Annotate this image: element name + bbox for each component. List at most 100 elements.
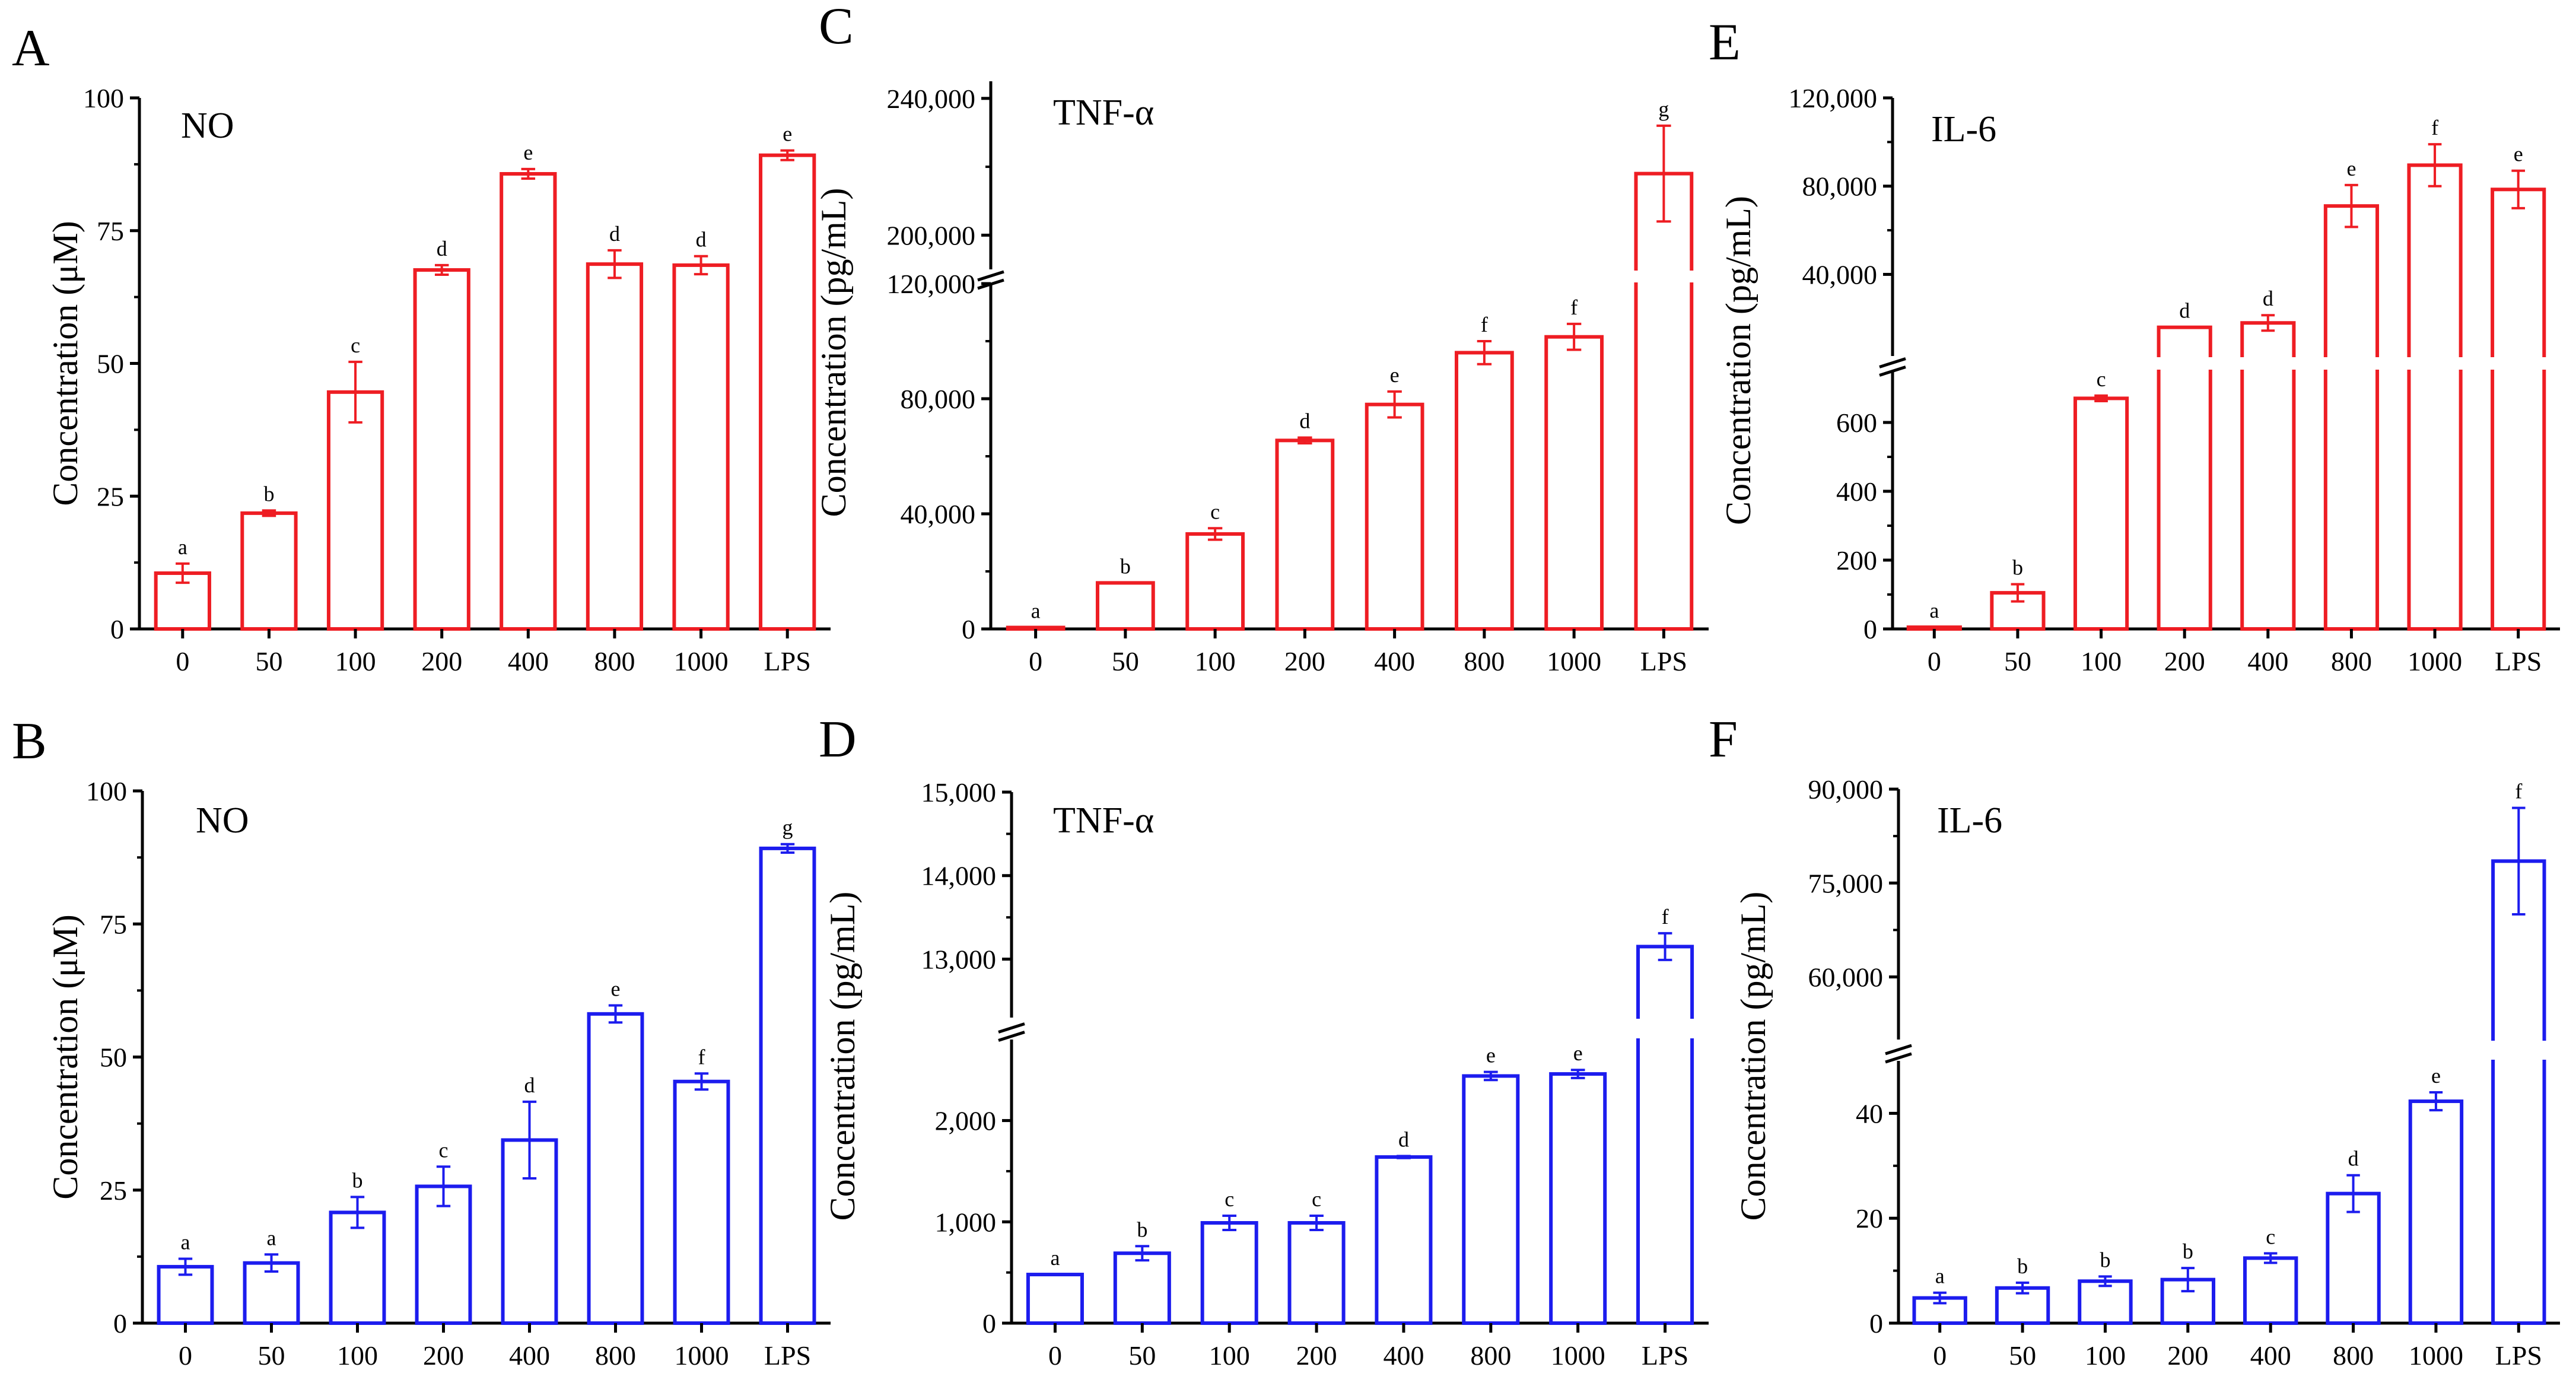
bar bbox=[1275, 438, 1335, 631]
y-tick-label: 120,000 bbox=[887, 269, 976, 299]
significance-letter: b bbox=[1137, 1218, 1147, 1241]
y-tick-label: 400 bbox=[1836, 476, 1877, 507]
y-tick-label: 0 bbox=[110, 614, 124, 644]
x-tick-label: 0 bbox=[1928, 646, 1941, 676]
x-tick-label: 800 bbox=[1464, 646, 1505, 676]
significance-letter: a bbox=[1929, 599, 1939, 622]
axis-break-mark bbox=[1879, 365, 1906, 377]
significance-letter: e bbox=[523, 141, 533, 164]
panel-e: 0 200 400 600 40,000 80,000 120,000 Concentrati… bbox=[1709, 14, 2560, 676]
series-label: NO bbox=[196, 800, 249, 841]
bar-break-gap bbox=[2155, 357, 2214, 370]
y-tick-label: 80,000 bbox=[901, 384, 976, 414]
bar bbox=[1185, 532, 1245, 631]
significance-letter: f bbox=[1481, 313, 1488, 336]
bar bbox=[240, 511, 298, 631]
panel-b: 0 25 50 75 100 Concentration (μM) B NO a 0 a 50 b 100… bbox=[12, 713, 831, 1371]
bar bbox=[2073, 396, 2129, 631]
significance-letter: d bbox=[1398, 1127, 1409, 1151]
axes-c bbox=[977, 81, 1709, 631]
significance-letter: d bbox=[1299, 409, 1310, 433]
significance-letter: g bbox=[1658, 97, 1669, 121]
y-axis-title: Concentration (pg/mL) bbox=[1734, 892, 1773, 1221]
bar bbox=[1636, 945, 1694, 1325]
x-tick-label: 200 bbox=[423, 1340, 464, 1371]
axis-break-mark bbox=[1885, 1044, 1912, 1056]
bar bbox=[1095, 581, 1155, 631]
x-tick-label: 50 bbox=[255, 646, 282, 676]
y-tick-label: 40,000 bbox=[901, 499, 976, 529]
y-tick-label: 75 bbox=[100, 909, 127, 939]
x-tick-label: 0 bbox=[1048, 1340, 1062, 1371]
x-tick-label: 1000 bbox=[1547, 646, 1601, 676]
x-tick-label: 400 bbox=[2247, 646, 2288, 676]
x-tick-label: 100 bbox=[1195, 646, 1236, 676]
significance-letter: d bbox=[696, 228, 707, 252]
significance-letter: d bbox=[2348, 1147, 2359, 1171]
bar bbox=[1026, 1273, 1084, 1325]
y-tick-label: 120,000 bbox=[1789, 83, 1878, 113]
significance-letter: c bbox=[439, 1138, 449, 1162]
bar bbox=[1906, 625, 1962, 631]
significance-letter: c bbox=[351, 333, 360, 357]
significance-letter: c bbox=[1225, 1187, 1234, 1211]
bar-break-gap bbox=[1634, 1019, 1696, 1038]
bar bbox=[1549, 1072, 1607, 1325]
bar bbox=[1375, 1155, 1433, 1325]
bar bbox=[759, 846, 816, 1325]
x-tick-label: 800 bbox=[2331, 646, 2372, 676]
x-tick-label: 1000 bbox=[675, 1340, 729, 1371]
significance-letter: d bbox=[2179, 299, 2190, 323]
y-tick-label: 13,000 bbox=[921, 944, 997, 974]
x-tick-label: 1000 bbox=[2409, 1340, 2463, 1371]
significance-letter: e bbox=[2514, 142, 2523, 166]
significance-letter: c bbox=[2097, 367, 2106, 391]
x-tick-label: 800 bbox=[1470, 1340, 1511, 1371]
x-tick-label: 1000 bbox=[1551, 1340, 1605, 1371]
bar-break-gap bbox=[2405, 357, 2464, 370]
series-label: IL-6 bbox=[1931, 109, 1996, 150]
bar-break-gap bbox=[1632, 271, 1696, 282]
y-axis-title: Concentration (pg/mL) bbox=[1719, 196, 1758, 525]
x-tick-label: 800 bbox=[2333, 1340, 2374, 1371]
significance-letter: d bbox=[437, 237, 447, 260]
y-tick-label: 50 bbox=[100, 1042, 127, 1073]
significance-letter: d bbox=[2263, 287, 2273, 310]
significance-letter: e bbox=[611, 977, 621, 1000]
bar bbox=[587, 1012, 644, 1325]
axes-f bbox=[1885, 789, 2560, 1325]
significance-letter: d bbox=[609, 222, 620, 246]
panel-letter: C bbox=[819, 0, 854, 55]
y-tick-label: 0 bbox=[113, 1308, 127, 1339]
bar bbox=[2157, 325, 2212, 631]
bar bbox=[2078, 1279, 2133, 1326]
y-tick-label: 40,000 bbox=[1802, 259, 1878, 290]
significance-letter: f bbox=[1570, 295, 1578, 319]
bar bbox=[2408, 1099, 2464, 1325]
bar bbox=[586, 262, 644, 631]
x-tick-label: 400 bbox=[2250, 1340, 2291, 1371]
significance-letter: a bbox=[1050, 1246, 1060, 1270]
panel-a: 0 25 50 75 100 Concentration (μM) A NO a 0 b 50 c 100… bbox=[12, 20, 831, 676]
significance-letter: f bbox=[1662, 905, 1669, 929]
y-tick-label: 200 bbox=[1836, 545, 1877, 576]
significance-letter: c bbox=[2266, 1225, 2275, 1248]
y-tick-label: 0 bbox=[1863, 614, 1877, 644]
panel-f: 0 20 40 60,000 75,000 90,000 Concentration (pg… bbox=[1709, 711, 2560, 1371]
significance-letter: b bbox=[263, 482, 274, 506]
significance-letter: b bbox=[2017, 1254, 2028, 1278]
x-tick-label: 800 bbox=[595, 1340, 636, 1371]
axis-break-mark bbox=[998, 1031, 1025, 1042]
significance-letter: e bbox=[2346, 157, 2356, 180]
significance-letter: b bbox=[352, 1168, 363, 1192]
axis-break-mark bbox=[977, 270, 1004, 282]
series-label: IL-6 bbox=[1937, 800, 2002, 841]
bar bbox=[2491, 187, 2546, 631]
series-label: TNF-α bbox=[1053, 93, 1154, 133]
bar bbox=[1634, 171, 1694, 631]
significance-letter: e bbox=[783, 122, 792, 146]
bar bbox=[1544, 335, 1604, 631]
x-tick-label: 100 bbox=[337, 1340, 378, 1371]
panel-letter: A bbox=[12, 20, 50, 77]
